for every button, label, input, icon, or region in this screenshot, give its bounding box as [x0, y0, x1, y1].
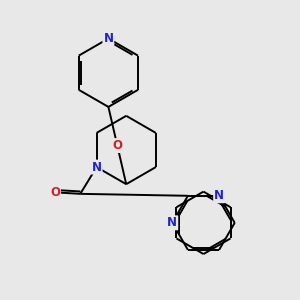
Text: N: N	[167, 216, 177, 229]
Text: O: O	[50, 186, 60, 199]
Text: N: N	[103, 32, 113, 45]
Text: O: O	[112, 139, 122, 152]
Text: N: N	[214, 189, 224, 202]
Text: N: N	[92, 160, 102, 174]
